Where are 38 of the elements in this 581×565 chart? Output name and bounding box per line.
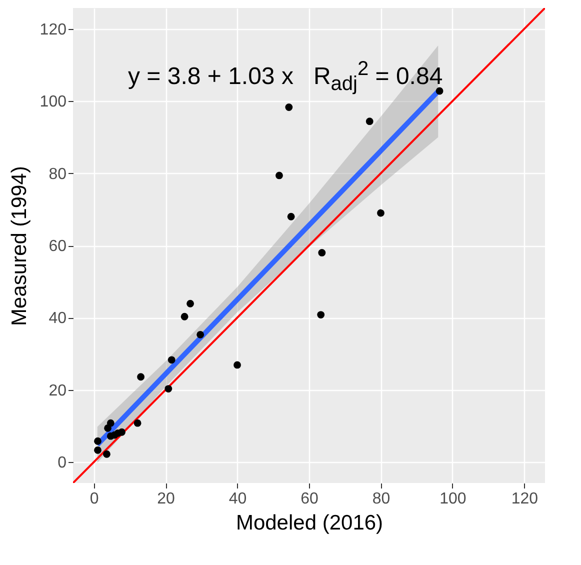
y-tick-label: 20: [48, 382, 67, 400]
point: [168, 356, 176, 364]
x-tick-label: 40: [228, 490, 247, 508]
x-tick-label: 80: [372, 490, 390, 508]
x-tick-label: 100: [440, 490, 466, 508]
point: [186, 300, 194, 308]
point: [196, 330, 204, 338]
point: [180, 312, 188, 320]
point: [134, 419, 142, 427]
x-axis-title: Modeled (2016): [236, 512, 384, 534]
y-tick-label: 60: [48, 238, 67, 255]
point: [106, 432, 114, 440]
point: [104, 424, 112, 432]
y-tick-label: 120: [40, 21, 67, 38]
annotation: y = 3.8 + 1.03 x R$_{adj}$$^{2}$ = 0.84: [128, 58, 443, 96]
point: [377, 209, 384, 217]
point: [317, 311, 325, 318]
y-tick-label: 100: [40, 94, 67, 111]
point: [94, 446, 102, 454]
y-tick-label: 40: [48, 310, 67, 328]
y-tick-label: 0: [58, 454, 67, 472]
point: [276, 172, 283, 180]
point: [164, 385, 172, 392]
point: [137, 373, 144, 381]
point: [285, 104, 293, 111]
x-tick-label: 60: [300, 490, 318, 508]
y-axis-title: Measured (1994): [8, 166, 31, 326]
point: [287, 212, 295, 220]
point: [94, 437, 102, 445]
point: [103, 450, 110, 458]
point: [366, 118, 374, 126]
point: [318, 249, 326, 256]
x-tick-label: 120: [511, 490, 538, 508]
point: [234, 361, 241, 369]
x-tick-label: 0: [90, 490, 99, 508]
x-tick-label: 20: [157, 490, 176, 508]
y-tick-label: 80: [48, 166, 67, 183]
point: [436, 87, 444, 95]
